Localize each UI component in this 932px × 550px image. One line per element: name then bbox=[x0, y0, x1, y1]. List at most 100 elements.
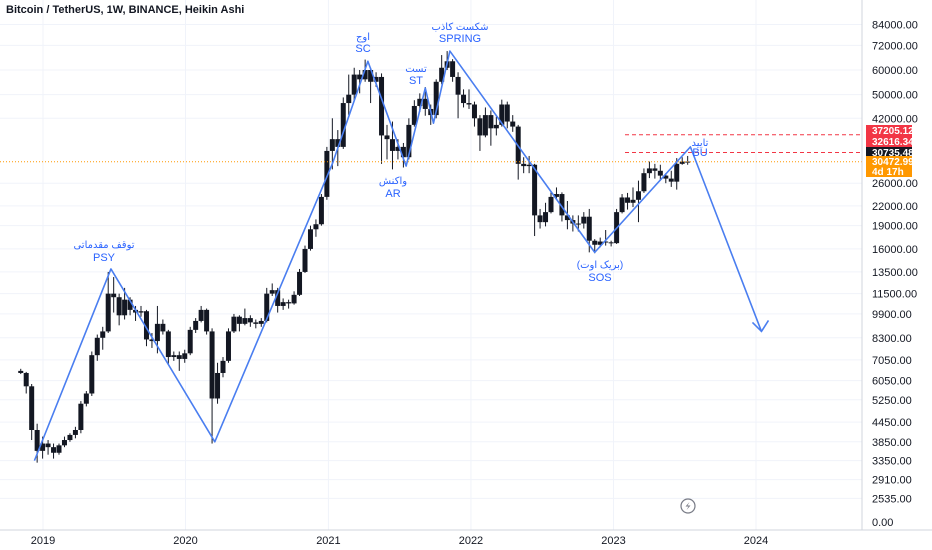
candle bbox=[209, 328, 215, 444]
price-tag: 4d 17h bbox=[866, 166, 912, 178]
candle bbox=[105, 271, 111, 333]
candle bbox=[264, 287, 270, 323]
candle bbox=[302, 245, 308, 273]
annotation-fa: واکنش bbox=[379, 176, 407, 187]
candle bbox=[225, 328, 231, 363]
candle-body bbox=[450, 61, 456, 77]
candle-body bbox=[286, 302, 292, 304]
candle-body bbox=[307, 229, 313, 249]
candle-body bbox=[510, 121, 516, 127]
candle-body bbox=[220, 360, 226, 373]
candle-body bbox=[297, 271, 303, 295]
candle-body bbox=[45, 443, 51, 448]
y-tick-label: 16000.00 bbox=[872, 244, 918, 256]
candle bbox=[548, 191, 554, 214]
x-tick-label: 2019 bbox=[31, 535, 55, 547]
candle-body bbox=[143, 311, 149, 340]
candle-body bbox=[646, 168, 652, 174]
price-tag-label: 37205.12 bbox=[872, 126, 914, 137]
annotation-en: PSY bbox=[93, 252, 116, 264]
candle bbox=[657, 164, 663, 181]
candle bbox=[652, 163, 658, 179]
candle-body bbox=[182, 353, 188, 359]
candle-body bbox=[193, 320, 199, 330]
candle-body bbox=[215, 372, 221, 399]
candle bbox=[510, 115, 516, 132]
candle bbox=[176, 351, 182, 371]
candle bbox=[171, 351, 177, 361]
wyckoff-path bbox=[33, 50, 770, 461]
y-tick-label: 9900.00 bbox=[872, 309, 912, 321]
candle-body bbox=[597, 241, 603, 245]
candle-body bbox=[204, 309, 210, 332]
candle bbox=[493, 116, 499, 136]
candle bbox=[187, 326, 193, 356]
annotation-en: BU bbox=[692, 147, 707, 159]
candle bbox=[182, 349, 188, 363]
candle bbox=[635, 180, 641, 223]
replay-icon[interactable] bbox=[680, 498, 696, 514]
candle-body bbox=[357, 74, 363, 80]
candle-body bbox=[406, 124, 412, 158]
price-tag-label: 32616.34 bbox=[872, 137, 914, 148]
x-tick-label: 2022 bbox=[459, 535, 483, 547]
candle bbox=[603, 230, 609, 246]
candle bbox=[488, 110, 494, 146]
candle-body bbox=[543, 212, 549, 223]
candle bbox=[215, 362, 221, 404]
candle-body bbox=[61, 440, 67, 446]
price-axis-panel[interactable] bbox=[862, 0, 932, 530]
candle bbox=[220, 357, 226, 378]
candle bbox=[89, 351, 95, 396]
annotation-en: SPRING bbox=[439, 33, 481, 45]
candle-body bbox=[586, 216, 592, 241]
candle-body bbox=[160, 323, 166, 332]
candle bbox=[646, 161, 652, 179]
candle-body bbox=[471, 104, 477, 119]
candle bbox=[247, 315, 253, 327]
candle-body bbox=[275, 290, 281, 306]
candle bbox=[340, 97, 346, 149]
candle bbox=[351, 67, 357, 101]
candle-body bbox=[149, 339, 155, 342]
candle bbox=[236, 315, 242, 332]
candle-body bbox=[668, 178, 674, 182]
candle-body bbox=[362, 70, 368, 80]
candle bbox=[100, 326, 106, 350]
annotation-en: SC bbox=[355, 43, 370, 55]
candle-body bbox=[171, 355, 177, 358]
y-tick-label: 50000.00 bbox=[872, 90, 918, 102]
candle-body bbox=[532, 164, 538, 216]
candle-body bbox=[389, 139, 395, 151]
candle bbox=[466, 89, 472, 109]
candle bbox=[34, 423, 40, 463]
candle bbox=[149, 332, 155, 348]
candle bbox=[318, 194, 324, 226]
candle-body bbox=[329, 139, 335, 151]
candle bbox=[116, 293, 122, 326]
arrow-head bbox=[751, 319, 770, 333]
candle-body bbox=[269, 290, 275, 294]
price-tag-bg bbox=[866, 166, 912, 177]
time-axis-panel[interactable] bbox=[0, 530, 932, 550]
price-tag-bg bbox=[866, 136, 912, 147]
candle-body bbox=[313, 224, 319, 230]
candle-body bbox=[564, 215, 570, 221]
candle-body bbox=[537, 215, 543, 223]
candle-body bbox=[242, 318, 248, 324]
y-tick-label: 6050.00 bbox=[872, 376, 912, 388]
candle-body bbox=[630, 199, 636, 203]
candle bbox=[313, 219, 319, 237]
candle-body bbox=[521, 163, 527, 167]
candle bbox=[537, 208, 543, 229]
candle bbox=[477, 115, 483, 151]
candle-body bbox=[477, 118, 483, 136]
y-tick-label: 19000.00 bbox=[872, 221, 918, 233]
candle-body bbox=[83, 393, 89, 404]
candle-body bbox=[482, 115, 488, 136]
candle bbox=[269, 283, 275, 297]
